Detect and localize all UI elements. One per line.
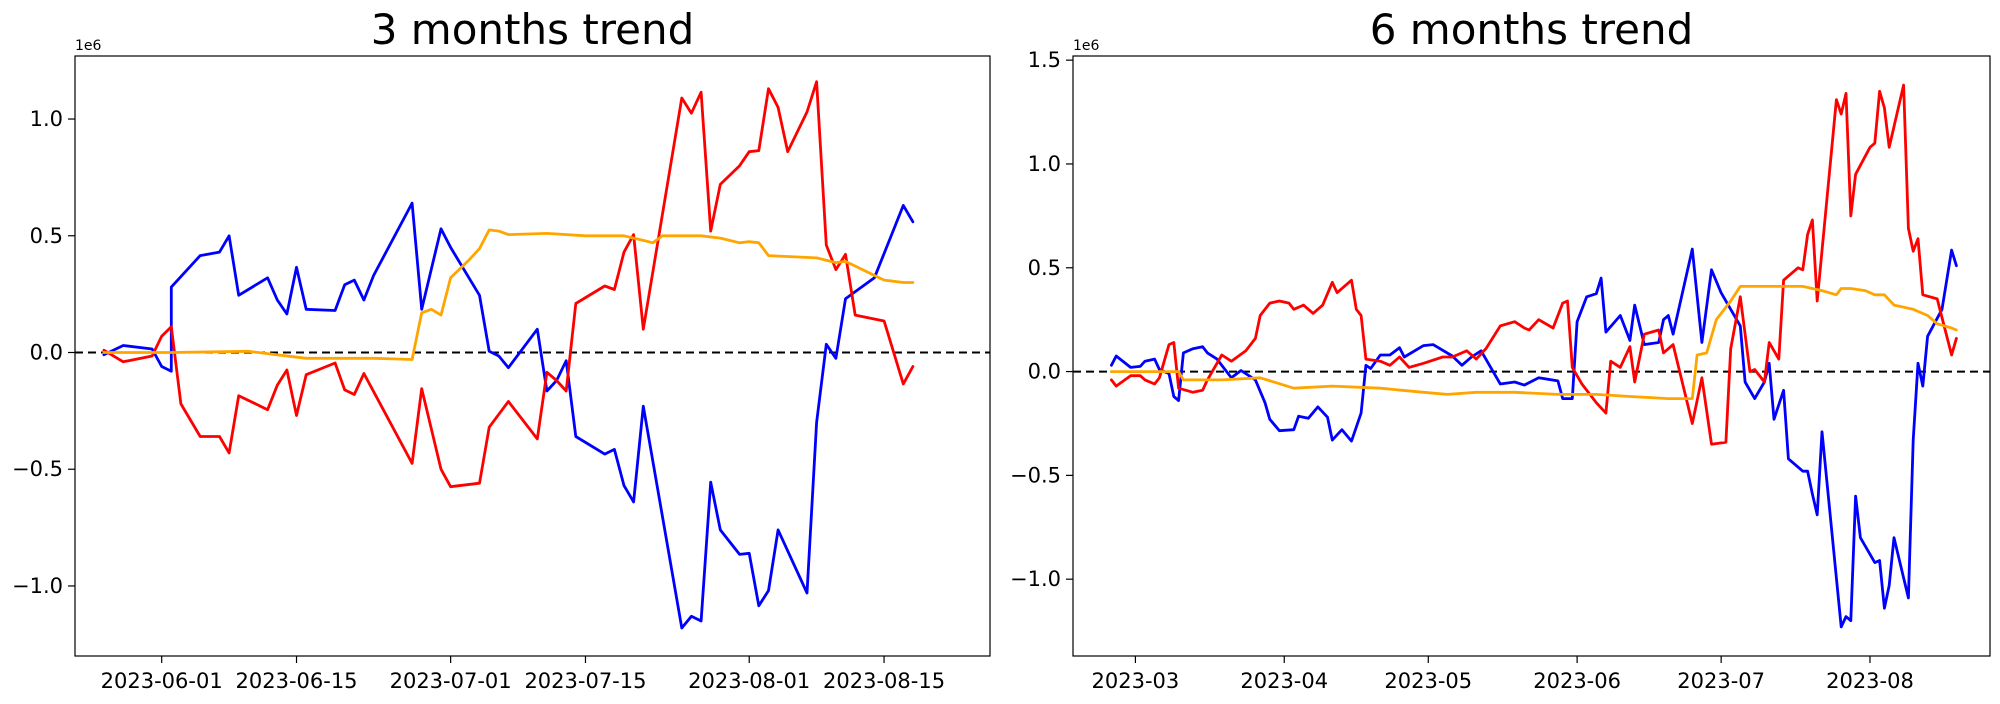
chart-6m-plot-frame — [1072, 55, 1991, 657]
chart-6m-offset-text: 1e6 — [1073, 38, 1100, 54]
chart-3-months-svg: 3 months trend 1e6 −1.0 −0.5 0.0 0.5 1.0 2023-0… — [12, 5, 991, 693]
chart-6m-y-tick-label: 0.5 — [1028, 256, 1061, 280]
chart-3m-series-line-1 — [102, 201, 915, 630]
chart-3m-y-tick-label: 0.5 — [30, 224, 63, 248]
chart-3m-plot-frame — [74, 55, 991, 657]
chart-3m-y-tick-label: 0.0 — [30, 340, 63, 364]
chart-6m-series-group — [1110, 83, 1958, 629]
chart-3m-x-tick-label: 2023-06-01 — [101, 669, 223, 693]
chart-6m-x-tick-label: 2023-05 — [1384, 669, 1472, 693]
chart-3m-series-line-2 — [102, 80, 915, 489]
chart-6m-title: 6 months trend — [1370, 5, 1694, 54]
chart-3m-x-tick-label: 2023-06-15 — [236, 669, 358, 693]
chart-6m-series-line-3 — [1110, 284, 1958, 401]
chart-3m-title: 3 months trend — [371, 5, 695, 54]
chart-3m-series-line-3 — [102, 228, 915, 361]
chart-6m-y-tick-label: 1.5 — [1028, 48, 1061, 72]
chart-3m-y-tick-label: −0.5 — [12, 457, 63, 481]
chart-3m-y-tick-label: −1.0 — [12, 574, 63, 598]
chart-3m-series-group — [102, 80, 915, 630]
chart-6m-x-tick-label: 2023-08 — [1826, 669, 1914, 693]
chart-3m-x-tick-label: 2023-07-15 — [524, 669, 646, 693]
chart-6m-x-tick-label: 2023-06 — [1533, 669, 1621, 693]
chart-6m-y-tick-label: 1.0 — [1028, 152, 1061, 176]
chart-6m-y-tick-label: 0.0 — [1028, 360, 1061, 384]
chart-6m-series-line-1 — [1110, 247, 1958, 629]
chart-6m-x-tick-label: 2023-07 — [1677, 669, 1765, 693]
chart-6-months: 6 months trend 1e6 −1.0 −0.5 0.0 0.5 1.0 1.5 202… — [1000, 0, 2000, 700]
chart-3m-y-tick-label: 1.0 — [30, 107, 63, 131]
chart-6m-x-tick-label: 2023-04 — [1240, 669, 1328, 693]
chart-3m-offset-text: 1e6 — [75, 38, 102, 54]
chart-3m-x-tick-label: 2023-07-01 — [390, 669, 512, 693]
chart-6-months-svg: 6 months trend 1e6 −1.0 −0.5 0.0 0.5 1.0 1.5 202… — [1010, 5, 1991, 693]
chart-6m-y-tick-label: −1.0 — [1010, 567, 1061, 591]
chart-6m-x-tick-label: 2023-03 — [1092, 669, 1180, 693]
chart-6m-series-line-2 — [1110, 83, 1958, 446]
chart-3m-x-tick-label: 2023-08-01 — [688, 669, 810, 693]
chart-6m-y-tick-label: −0.5 — [1010, 463, 1061, 487]
chart-3m-x-tick-label: 2023-08-15 — [823, 669, 945, 693]
chart-3-months: 3 months trend 1e6 −1.0 −0.5 0.0 0.5 1.0 2023-0… — [0, 0, 1000, 700]
